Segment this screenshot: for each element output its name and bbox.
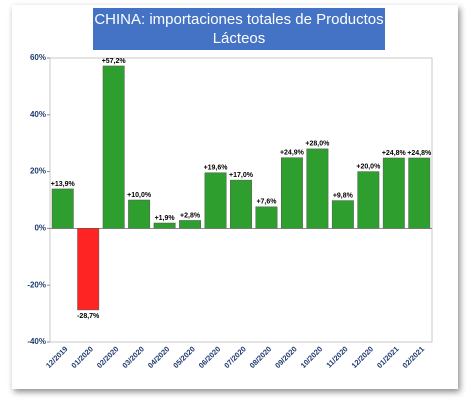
x-tick-label: 04/2020 (146, 344, 172, 370)
x-tick-label: 11/2020 (324, 344, 349, 369)
value-label: +9,8% (333, 192, 354, 199)
x-tick-label: 12/2020 (350, 344, 376, 370)
bar (382, 157, 405, 229)
bar (179, 220, 202, 229)
value-label: +19,6% (204, 165, 229, 172)
y-tick-label: 60% (30, 53, 46, 62)
bar (204, 172, 227, 229)
bar (408, 157, 431, 229)
value-label: +20,0% (356, 163, 381, 170)
value-label: +13,9% (51, 181, 76, 188)
value-label: +2,8% (180, 212, 201, 219)
y-tick-label: -40% (27, 337, 46, 346)
x-tick-label: 06/2020 (197, 344, 223, 370)
value-label: +24,9% (280, 150, 305, 157)
value-label: +28,0% (305, 141, 330, 148)
bar (331, 200, 354, 229)
bar (357, 171, 380, 229)
y-tick-label: 0% (34, 224, 46, 233)
x-tick-label: 01/2021 (375, 344, 401, 370)
value-label: +17,0% (229, 172, 254, 179)
plot-area (49, 57, 433, 343)
x-tick-label: 02/2021 (401, 344, 427, 370)
y-tick-label: 20% (30, 167, 46, 176)
chart-title: CHINA: importaciones totales de Producto… (93, 8, 385, 50)
value-label: +24,8% (407, 150, 432, 157)
bar (128, 199, 151, 229)
x-tick-label: 01/2020 (69, 344, 95, 370)
x-tick-label: 09/2020 (273, 344, 299, 370)
y-tick-label: -20% (27, 280, 46, 289)
x-tick-label: 02/2020 (95, 344, 121, 370)
x-tick-label: 10/2020 (299, 344, 325, 370)
x-tick-label: 08/2020 (248, 344, 274, 370)
bar (230, 179, 252, 229)
x-tick-label: 05/2020 (171, 344, 197, 370)
bar (102, 65, 125, 229)
bar (51, 188, 74, 229)
value-label: -28,7% (77, 313, 100, 320)
value-label: +10,0% (127, 192, 152, 199)
bar (280, 157, 303, 229)
value-label: +24,8% (382, 150, 407, 157)
bar (77, 228, 100, 311)
value-label: +1,9% (155, 215, 176, 222)
bar (153, 222, 176, 229)
x-tick-label: 12/2019 (44, 344, 70, 370)
value-label: +57,2% (102, 58, 127, 65)
value-label: +7,6% (256, 199, 277, 206)
x-tick-label: 03/2020 (120, 344, 146, 370)
bar (255, 206, 278, 229)
y-tick-label: 40% (30, 110, 46, 119)
x-tick-label: 07/2020 (222, 344, 248, 370)
bar (306, 148, 329, 229)
